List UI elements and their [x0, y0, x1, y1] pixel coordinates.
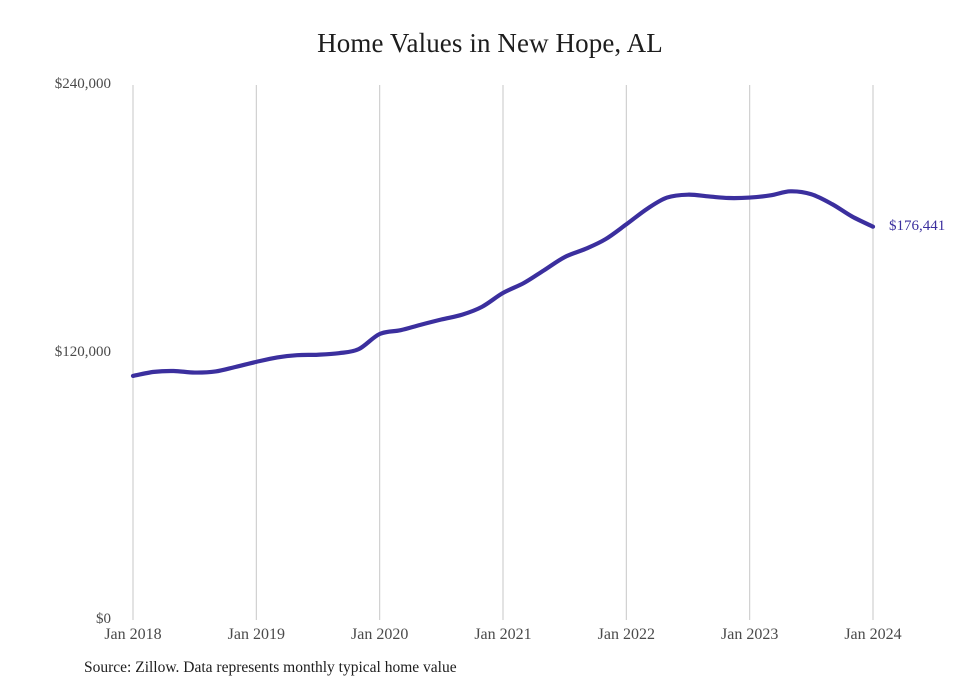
- x-tick-label-0: Jan 2018: [104, 626, 162, 643]
- x-tick-label-3: Jan 2021: [474, 626, 532, 643]
- x-tick-label-2: Jan 2020: [350, 626, 409, 643]
- x-tick-label-5: Jan 2023: [720, 626, 779, 643]
- y-tick-label-2: $0: [96, 611, 111, 627]
- y-tick-label-0: $240,000: [54, 76, 111, 92]
- page-title: Home Values in New Hope, AL: [317, 28, 663, 58]
- source-note: Source: Zillow. Data represents monthly …: [84, 659, 457, 676]
- home-value-series-line: [130, 189, 876, 379]
- x-tick-label-6: Jan 2024: [844, 626, 902, 643]
- y-tick-label-1: $120,000: [54, 343, 111, 360]
- x-tick-label-4: Jan 2022: [597, 626, 655, 643]
- x-tick-label-1: Jan 2019: [227, 626, 285, 643]
- gridlines-group: [132, 85, 874, 620]
- end-value-annotation: $176,441: [889, 217, 946, 234]
